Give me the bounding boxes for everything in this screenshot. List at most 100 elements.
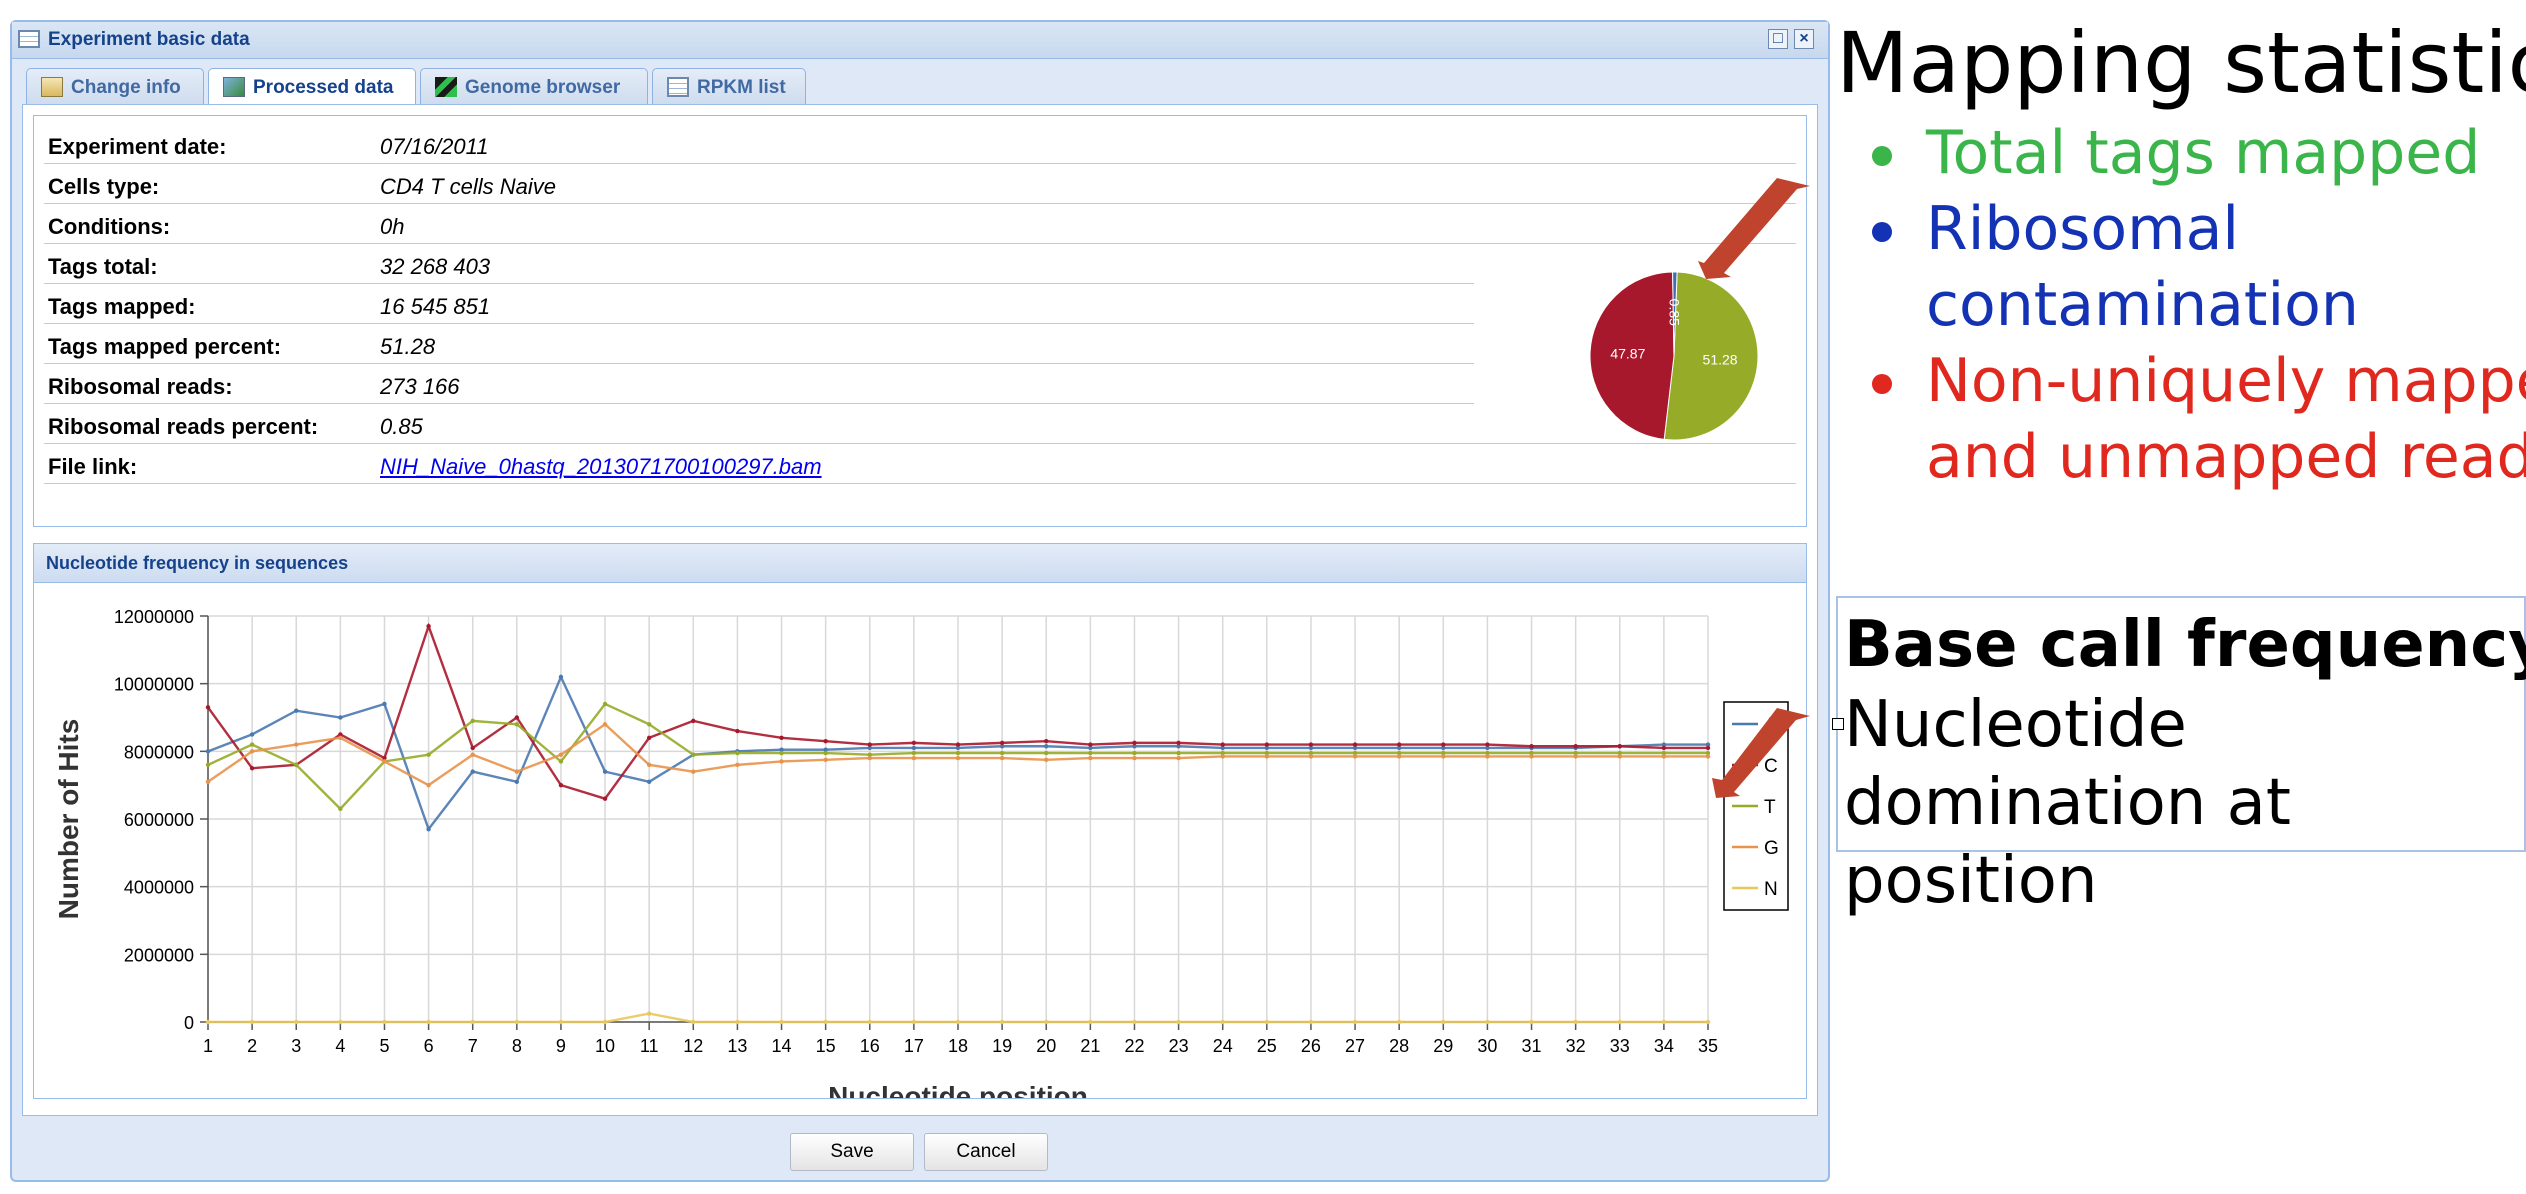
- x-tick-label: 9: [556, 1036, 566, 1056]
- save-button[interactable]: Save: [790, 1133, 914, 1171]
- data-point: [1264, 750, 1270, 756]
- x-tick-label: 7: [468, 1036, 478, 1056]
- data-point: [1396, 754, 1402, 759]
- data-point: [911, 1019, 917, 1025]
- detail-row: File link: NIH_Naive_0hastq_2013071700100…: [44, 446, 1796, 484]
- nucleotide-line-chart: 1 2 3 4 5 6 7 8 9 10 11 12 13 14 15 16 17 18 19 20 21 22 23 24 2…: [53, 607, 1789, 1098]
- x-tick-label: 2: [247, 1036, 257, 1056]
- data-point: [205, 762, 211, 768]
- detail-value: 07/16/2011: [380, 134, 489, 159]
- close-icon[interactable]: ×: [1794, 29, 1814, 49]
- data-point: [205, 1019, 211, 1025]
- data-point: [823, 757, 828, 762]
- data-point: [426, 826, 431, 832]
- grid-icon: [18, 30, 40, 48]
- data-point: [646, 722, 652, 727]
- data-point: [1352, 750, 1358, 756]
- x-tick-label: 12: [683, 1036, 703, 1056]
- data-point: [1661, 745, 1667, 751]
- x-tick-label: 20: [1036, 1036, 1056, 1056]
- data-point: [1396, 745, 1402, 751]
- x-tick-label: 13: [727, 1036, 747, 1056]
- data-point: [382, 1019, 387, 1025]
- data-point: [999, 1019, 1005, 1025]
- maximize-icon[interactable]: □: [1768, 29, 1788, 49]
- tab-label: Processed data: [253, 77, 394, 98]
- data-point: [735, 762, 740, 768]
- data-point: [1573, 1019, 1578, 1025]
- data-point: [1529, 754, 1534, 759]
- x-tick-label: 26: [1301, 1036, 1321, 1056]
- data-point: [558, 759, 564, 764]
- data-point: [867, 755, 872, 761]
- data-point: [558, 782, 564, 788]
- data-point: [1308, 742, 1314, 747]
- x-tick-label: 21: [1080, 1036, 1100, 1056]
- detail-key: Tags total:: [48, 254, 158, 279]
- data-point: [823, 747, 828, 752]
- data-point: [1088, 755, 1093, 761]
- detail-value: 51.28: [380, 334, 436, 359]
- y-tick-label: 12000000: [114, 607, 194, 627]
- detail-key: File link:: [48, 454, 138, 479]
- data-point: [470, 1019, 475, 1025]
- x-tick-label: 3: [291, 1036, 301, 1056]
- data-point: [691, 769, 696, 774]
- x-tick-label: 25: [1257, 1036, 1277, 1056]
- mapping-statistics-title: Mapping statistics: [1836, 14, 2526, 112]
- y-tick-label: 4000000: [124, 878, 194, 898]
- data-point: [1264, 745, 1270, 751]
- data-point: [1088, 745, 1093, 751]
- data-point: [1132, 750, 1137, 756]
- data-point: [558, 674, 564, 680]
- detail-row: Cells type: CD4 T cells Naive: [44, 166, 1796, 204]
- window-titlebar[interactable]: Experiment basic data □ ×: [12, 22, 1828, 59]
- data-point: [691, 718, 696, 724]
- tab-rpkm-list[interactable]: RPKM list: [652, 68, 806, 104]
- tab-genome-browser[interactable]: Genome browser: [420, 68, 648, 104]
- data-point: [735, 1019, 740, 1025]
- legend-label: A: [1764, 715, 1777, 736]
- x-tick-label: 18: [948, 1036, 968, 1056]
- dna-icon: [435, 77, 457, 97]
- data-point: [1132, 1019, 1137, 1025]
- y-axis-label: Number of Hits: [53, 719, 84, 920]
- data-point: [1441, 750, 1446, 756]
- data-point: [1441, 745, 1446, 751]
- y-tick-label: 8000000: [124, 742, 194, 762]
- data-point: [602, 1019, 608, 1025]
- y-tick-label: 0: [184, 1013, 194, 1033]
- data-point: [735, 728, 740, 734]
- x-tick-label: 11: [640, 1036, 659, 1056]
- data-point: [955, 755, 961, 761]
- data-point: [955, 750, 961, 756]
- data-point: [1088, 742, 1093, 747]
- tab-change-info[interactable]: Change info: [26, 68, 204, 104]
- tab-label: Genome browser: [465, 77, 621, 98]
- data-point: [1264, 1019, 1270, 1025]
- cancel-button[interactable]: Cancel: [924, 1133, 1048, 1171]
- edit-icon: [41, 77, 63, 97]
- table-icon: [667, 77, 689, 97]
- x-tick-label: 31: [1522, 1036, 1542, 1056]
- tab-processed-data[interactable]: Processed data: [208, 68, 416, 106]
- section-header[interactable]: Nucleotide frequency in sequences: [34, 544, 1806, 583]
- data-point: [426, 1019, 431, 1025]
- x-tick-label: 30: [1477, 1036, 1497, 1056]
- data-point: [514, 715, 520, 720]
- base-call-body: Nucleotide domination at position: [1844, 688, 2291, 918]
- data-point: [1529, 744, 1534, 749]
- data-point: [735, 750, 740, 756]
- data-point: [867, 745, 872, 751]
- detail-value: 32 268 403: [380, 254, 491, 279]
- file-link[interactable]: NIH_Naive_0hastq_2013071700100297.bam: [380, 454, 822, 479]
- detail-key: Cells type:: [48, 174, 160, 199]
- data-point: [249, 1019, 255, 1025]
- data-point: [1044, 744, 1049, 749]
- data-point: [867, 742, 872, 747]
- data-point: [1352, 745, 1358, 751]
- detail-row: Tags mapped percent: 51.28: [44, 326, 1474, 364]
- detail-value: 0h: [380, 214, 405, 239]
- data-point: [1176, 740, 1181, 746]
- data-point: [1308, 745, 1314, 751]
